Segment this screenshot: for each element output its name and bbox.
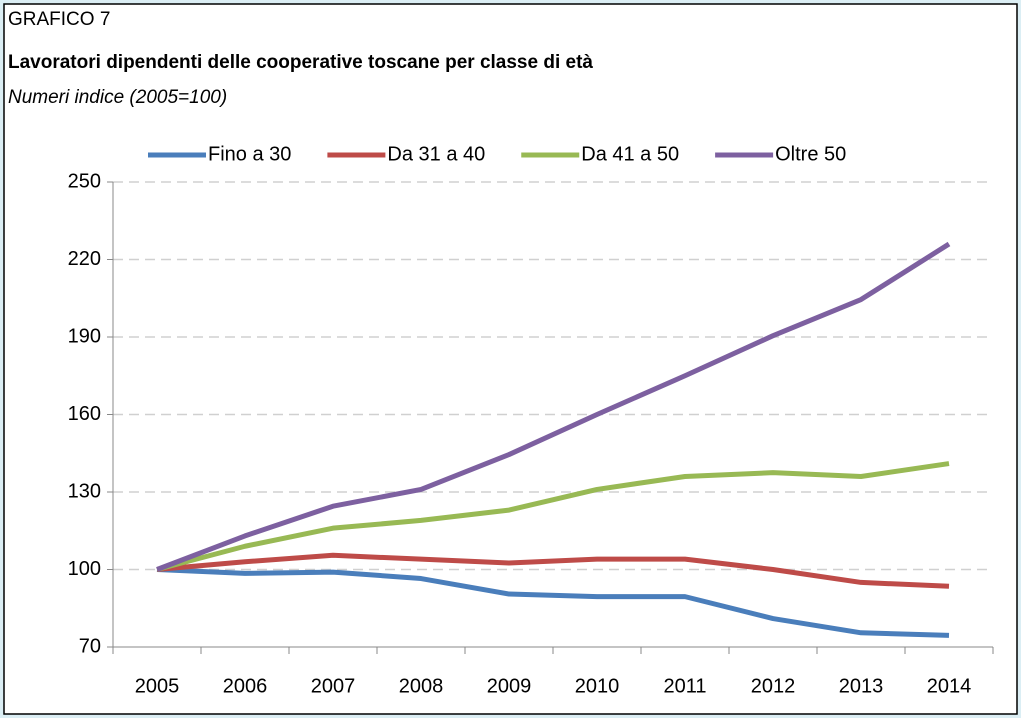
series-line: [156, 241, 951, 572]
chart-subtitle: Numeri indice (2005=100): [8, 87, 227, 108]
legend-label: Da 31 a 40: [387, 143, 485, 165]
series-line: [156, 461, 950, 572]
x-tick-label: 2010: [575, 675, 620, 697]
series-line: [156, 567, 950, 638]
x-tick-label: 2013: [839, 675, 884, 697]
y-tick-label: 130: [68, 480, 101, 502]
x-tick-label: 2007: [311, 675, 356, 697]
x-tick-label: 2005: [135, 675, 180, 697]
x-tick-label: 2009: [487, 675, 532, 697]
chart-label: GRAFICO 7: [8, 9, 110, 30]
legend-label: Oltre 50: [775, 143, 846, 165]
x-tick-label: 2011: [663, 675, 706, 697]
y-tick-label: 100: [68, 558, 101, 580]
legend-label: Da 41 a 50: [581, 143, 679, 165]
panel: [3, 3, 1018, 715]
y-tick-label: 190: [68, 325, 101, 347]
x-tick-label: 2006: [223, 675, 268, 697]
y-tick-label: 250: [68, 170, 101, 192]
y-tick-label: 160: [68, 403, 101, 425]
y-tick-label: 70: [79, 635, 101, 657]
series-line: [156, 552, 950, 589]
x-tick-label: 2012: [751, 675, 796, 697]
x-tick-label: 2008: [399, 675, 444, 697]
legend-label: Fino a 30: [208, 143, 291, 165]
y-tick-label: 220: [68, 248, 101, 270]
chart-title: Lavoratori dipendenti delle cooperative …: [8, 52, 593, 73]
x-tick-label: 2014: [927, 675, 972, 697]
